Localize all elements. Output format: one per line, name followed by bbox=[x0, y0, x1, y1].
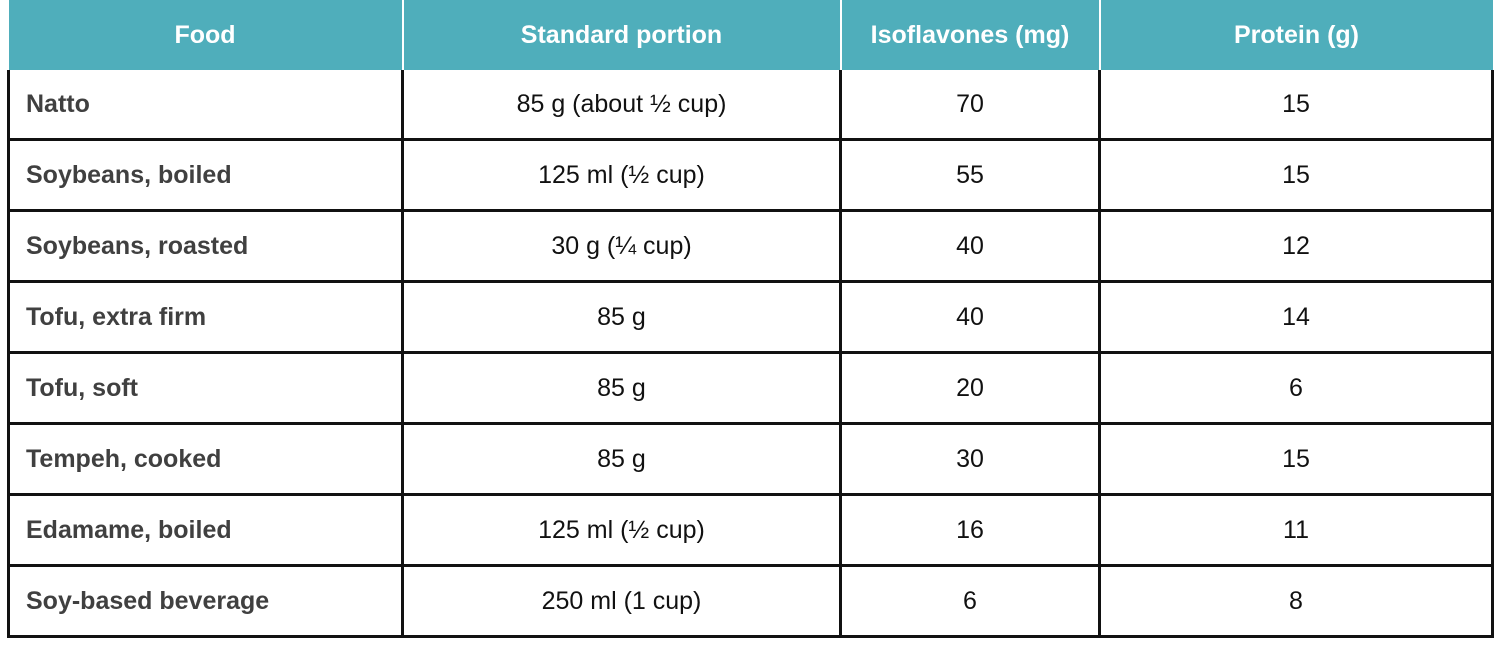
protein-cell: 14 bbox=[1098, 280, 1494, 354]
column-header-standard-portion: Standard portion bbox=[401, 0, 842, 70]
table-row: Tempeh, cooked 85 g 30 15 bbox=[7, 422, 1494, 496]
protein-cell: 12 bbox=[1098, 209, 1494, 283]
isoflavones-cell: 40 bbox=[839, 209, 1101, 283]
food-cell: Natto bbox=[7, 70, 404, 141]
column-header-food: Food bbox=[8, 0, 404, 70]
table-row: Soybeans, roasted 30 g (¼ cup) 40 12 bbox=[7, 209, 1494, 283]
soy-foods-table: Food Standard portion Isoflavones (mg) P… bbox=[7, 0, 1494, 638]
table-row: Natto 85 g (about ½ cup) 70 15 bbox=[7, 70, 1494, 141]
soy-foods-table-container: Food Standard portion Isoflavones (mg) P… bbox=[7, 0, 1494, 638]
portion-cell: 250 ml (1 cup) bbox=[401, 564, 842, 638]
portion-cell: 125 ml (½ cup) bbox=[401, 138, 842, 212]
isoflavones-cell: 40 bbox=[839, 280, 1101, 354]
food-cell: Soybeans, roasted bbox=[7, 209, 404, 283]
isoflavones-cell: 6 bbox=[839, 564, 1101, 638]
isoflavones-cell: 55 bbox=[839, 138, 1101, 212]
isoflavones-cell: 16 bbox=[839, 493, 1101, 567]
portion-cell: 85 g bbox=[401, 280, 842, 354]
isoflavones-cell: 20 bbox=[839, 351, 1101, 425]
food-cell: Tofu, soft bbox=[7, 351, 404, 425]
table-row: Soy-based beverage 250 ml (1 cup) 6 8 bbox=[7, 564, 1494, 638]
food-cell: Edamame, boiled bbox=[7, 493, 404, 567]
table-row: Tofu, extra firm 85 g 40 14 bbox=[7, 280, 1494, 354]
protein-cell: 8 bbox=[1098, 564, 1494, 638]
protein-cell: 6 bbox=[1098, 351, 1494, 425]
column-header-isoflavones: Isoflavones (mg) bbox=[839, 0, 1101, 70]
portion-cell: 125 ml (½ cup) bbox=[401, 493, 842, 567]
table-body: Natto 85 g (about ½ cup) 70 15 Soybeans,… bbox=[7, 70, 1494, 638]
portion-cell: 85 g (about ½ cup) bbox=[401, 70, 842, 141]
food-cell: Tempeh, cooked bbox=[7, 422, 404, 496]
portion-cell: 85 g bbox=[401, 422, 842, 496]
protein-cell: 11 bbox=[1098, 493, 1494, 567]
isoflavones-cell: 70 bbox=[839, 70, 1101, 141]
header-row: Food Standard portion Isoflavones (mg) P… bbox=[8, 0, 1493, 70]
food-cell: Soybeans, boiled bbox=[7, 138, 404, 212]
portion-cell: 30 g (¼ cup) bbox=[401, 209, 842, 283]
protein-cell: 15 bbox=[1098, 422, 1494, 496]
column-header-protein: Protein (g) bbox=[1098, 0, 1493, 70]
isoflavones-cell: 30 bbox=[839, 422, 1101, 496]
table-row: Edamame, boiled 125 ml (½ cup) 16 11 bbox=[7, 493, 1494, 567]
portion-cell: 85 g bbox=[401, 351, 842, 425]
table-row: Soybeans, boiled 125 ml (½ cup) 55 15 bbox=[7, 138, 1494, 212]
protein-cell: 15 bbox=[1098, 70, 1494, 141]
food-cell: Soy-based beverage bbox=[7, 564, 404, 638]
table-row: Tofu, soft 85 g 20 6 bbox=[7, 351, 1494, 425]
table-header: Food Standard portion Isoflavones (mg) P… bbox=[8, 0, 1493, 70]
protein-cell: 15 bbox=[1098, 138, 1494, 212]
food-cell: Tofu, extra firm bbox=[7, 280, 404, 354]
